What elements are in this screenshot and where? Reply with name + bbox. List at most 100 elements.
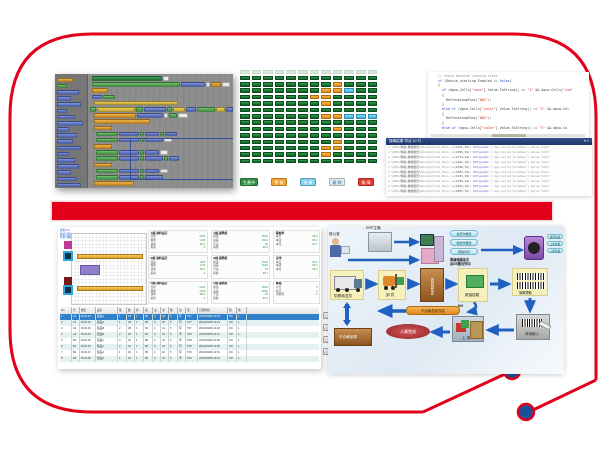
code-block	[94, 162, 112, 168]
machine-status-cell	[240, 120, 250, 125]
panel-row: 本日 99.6	[276, 261, 318, 265]
machine-status-cell	[344, 145, 354, 151]
truck-panel: 供應商送貨	[330, 270, 364, 300]
table-cell: 32	[127, 344, 135, 350]
machine-status-cell	[297, 113, 308, 119]
machine-status-cell	[297, 152, 308, 157]
code-block	[160, 150, 168, 155]
monitor-panel: C線-實際值 產量 9020 良品 8990 不良 30 稼動 97.2	[210, 280, 271, 304]
result-token: C:\WMS\	[388, 169, 401, 174]
machine-status-cell	[251, 126, 262, 132]
horizontal-scrollbar	[430, 134, 585, 137]
palette-block	[57, 114, 75, 120]
table-cell: 0	[153, 326, 161, 332]
result-token: WinApp\Form_Main.cs	[421, 184, 455, 189]
table-cell: T09	[186, 350, 198, 356]
table-cell: T08	[186, 332, 198, 338]
machine-status-cell	[274, 145, 285, 151]
code-token: "3"	[539, 125, 546, 130]
panel-key: 不良	[213, 268, 219, 272]
table-cell: RUN-05	[80, 338, 96, 344]
palette-block	[57, 96, 71, 101]
result-token: 專案\產線監控\	[400, 149, 422, 154]
machine-status-cell	[309, 81, 320, 87]
panel-row: 目標 1320	[151, 286, 206, 290]
machine-status-cell	[321, 152, 331, 157]
panel-value: 95.2	[312, 239, 318, 242]
code-token: "conn"	[471, 88, 484, 93]
table-cell: 88	[144, 338, 153, 344]
panel-key: 實際	[150, 289, 156, 293]
result-token: 專案\產線監控\	[400, 189, 422, 194]
panel-value: 99.1	[312, 268, 318, 272]
machine-status-cell	[274, 152, 285, 157]
table-cell: 4	[60, 332, 72, 338]
machine-status-cell	[332, 107, 343, 113]
machine-status-cell	[344, 158, 354, 164]
machine-status-cell	[286, 152, 296, 157]
table-cell: 1	[118, 350, 127, 356]
table-cell: T08	[186, 338, 198, 344]
scan-label: 掃描輸入	[525, 332, 540, 336]
result-token: DbTypeSet	[473, 149, 489, 154]
machine-status-cell	[274, 101, 285, 106]
machine-status-cell	[309, 158, 320, 164]
table-cell: 3	[118, 338, 127, 344]
table-cell: OK	[228, 314, 237, 320]
code-block	[166, 106, 172, 112]
table-cell: 88	[144, 344, 153, 350]
table-cell: 1	[237, 356, 247, 362]
machine-status-cell	[286, 145, 296, 151]
table-cell: RUN-08	[80, 356, 96, 362]
table-cell: 2	[118, 326, 127, 332]
palette-block	[57, 176, 77, 182]
code-token: && dgvw.Cel	[545, 106, 570, 111]
results-lines: C:\WMS\專案\產線監控\WinApp\Form_Main.cs(1251,…	[386, 145, 592, 194]
machine-status-cell	[332, 101, 343, 106]
table-cell: 早	[178, 332, 186, 338]
machine-status-cell	[321, 120, 331, 125]
panel-key: 實際	[150, 264, 156, 268]
machine-status-cell	[344, 113, 354, 119]
machine-status-cell	[251, 158, 262, 164]
machine-status-cell	[355, 94, 366, 100]
panel-row: 目標 1180	[151, 261, 206, 265]
palette-block	[57, 158, 75, 163]
table-cell: 製品C	[96, 344, 118, 350]
screenshot-block-editor	[55, 74, 233, 188]
machine-status-cell	[240, 75, 250, 81]
panel-key: 稼動	[213, 271, 219, 275]
panel-value: 1250	[199, 235, 206, 239]
result-token: WinApp\Form_Main.cs	[421, 149, 455, 154]
result-line: C:\WMS\專案\產線監控\WinApp\Form_Main.cs(1812,…	[386, 184, 592, 189]
result-token: 專案\產線監控\	[400, 154, 422, 159]
table-cell: 1	[237, 338, 247, 344]
palette-block	[57, 108, 67, 114]
table-cell: 82	[144, 332, 153, 338]
table-cell: 0	[153, 314, 161, 320]
panel-row: 目標 1250	[151, 235, 206, 239]
table-cell: 早	[178, 350, 186, 356]
person-icon	[330, 245, 341, 257]
table-cell: OK	[228, 350, 237, 356]
code-block	[119, 156, 139, 162]
result-token: WinApp\Form_Main.cs	[421, 164, 455, 169]
monitor-info: 線別:A1	[60, 228, 70, 232]
panel-row: 稼動 97.2	[213, 297, 268, 301]
code-token: if	[438, 78, 442, 83]
result-token: = dgv.Cells["pinkRow"].Value.ToStr	[488, 154, 550, 159]
ng-area-label: 不合格品暫存區	[406, 306, 460, 315]
machine-status-cell	[344, 88, 354, 93]
result-token: C:\WMS\	[388, 159, 401, 164]
panel-value: -2	[202, 246, 206, 250]
machine-status-cell	[332, 139, 343, 145]
code-block	[140, 131, 144, 137]
table-cell: OK	[228, 320, 237, 326]
panel-key: 稼動	[213, 246, 219, 250]
machine-status-cell	[309, 94, 320, 100]
table-header-cell: 數	[127, 307, 135, 314]
result-token: WinApp\Form_Main.cs	[421, 174, 455, 179]
results-header-icons: ▾ ×	[584, 139, 589, 143]
machine-status-cell	[367, 81, 378, 87]
